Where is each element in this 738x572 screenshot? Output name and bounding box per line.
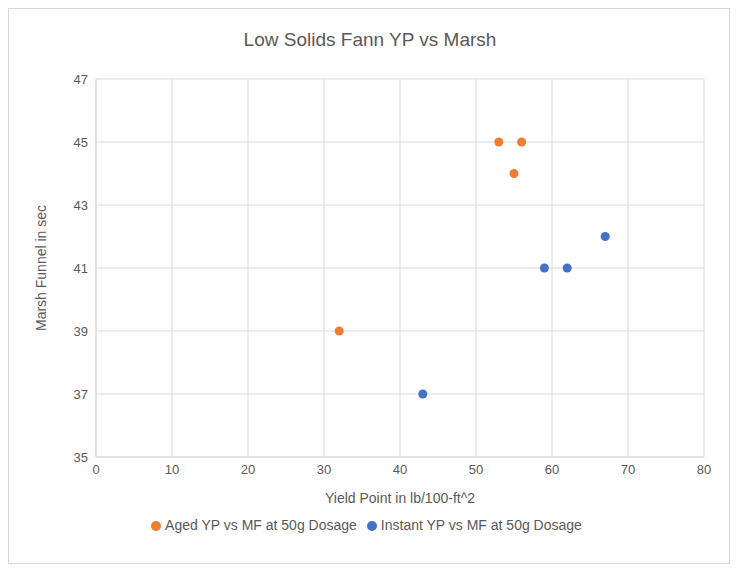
svg-text:50: 50 xyxy=(469,462,483,477)
svg-text:41: 41 xyxy=(74,261,88,276)
svg-text:30: 30 xyxy=(317,462,331,477)
svg-text:Yield Point in lb/100-ft^2: Yield Point in lb/100-ft^2 xyxy=(325,490,475,506)
svg-text:0: 0 xyxy=(92,462,99,477)
svg-text:20: 20 xyxy=(241,462,255,477)
svg-text:43: 43 xyxy=(74,198,88,213)
svg-text:Marsh Funnel in sec: Marsh Funnel in sec xyxy=(33,205,49,331)
html-text:Instant YP vs MF at 50g Dosage: Instant YP vs MF at 50g Dosage xyxy=(380,517,582,533)
svg-text:45: 45 xyxy=(74,135,88,150)
svg-text:80: 80 xyxy=(697,462,711,477)
svg-text:70: 70 xyxy=(621,462,635,477)
svg-text:47: 47 xyxy=(74,72,88,87)
svg-text:40: 40 xyxy=(393,462,407,477)
html-text:Aged YP vs MF at 50g Dosage: Aged YP vs MF at 50g Dosage xyxy=(165,517,357,533)
svg-text:39: 39 xyxy=(74,324,88,339)
svg-text:37: 37 xyxy=(74,387,88,402)
svg-text:60: 60 xyxy=(545,462,559,477)
html-text:Low Solids Fann YP vs Marsh: Low Solids Fann YP vs Marsh xyxy=(243,29,497,50)
svg-text:35: 35 xyxy=(74,450,88,465)
svg-text:10: 10 xyxy=(165,462,179,477)
